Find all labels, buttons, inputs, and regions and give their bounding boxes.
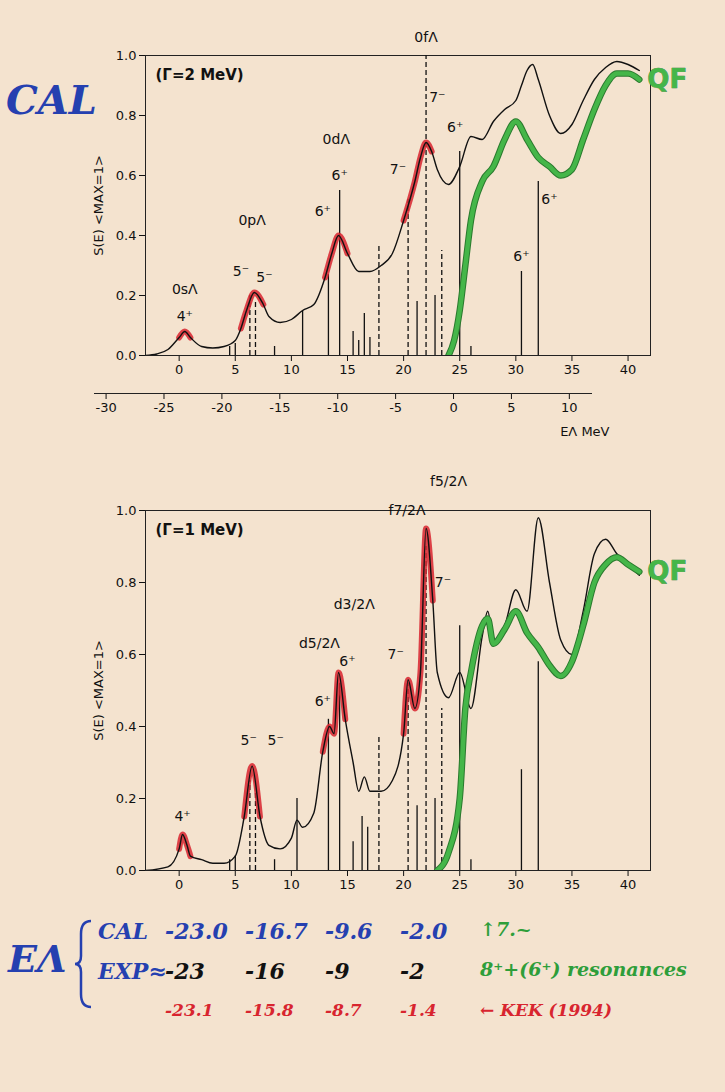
svg-text:0: 0 bbox=[175, 362, 183, 377]
svg-text:0.6: 0.6 bbox=[116, 647, 137, 662]
svg-text:20: 20 bbox=[395, 877, 412, 892]
svg-text:EΛ MeV: EΛ MeV bbox=[560, 424, 609, 439]
html-text:-1.4: -1.4 bbox=[400, 1000, 437, 1020]
html-text:-15.8: -15.8 bbox=[245, 1000, 294, 1020]
svg-text:10: 10 bbox=[283, 877, 300, 892]
html-text:-23.0: -23.0 bbox=[165, 918, 228, 944]
svg-text:6⁺: 6⁺ bbox=[315, 203, 331, 219]
svg-text:20: 20 bbox=[395, 362, 412, 377]
svg-text:6⁺: 6⁺ bbox=[339, 653, 355, 669]
svg-text:7⁻: 7⁻ bbox=[390, 161, 406, 177]
svg-text:QF: QF bbox=[647, 64, 687, 94]
svg-text:1.0: 1.0 bbox=[116, 48, 137, 63]
svg-text:5: 5 bbox=[507, 400, 515, 415]
svg-text:0fΛ: 0fΛ bbox=[414, 29, 438, 45]
html-text:↑7.~: ↑7.~ bbox=[480, 918, 532, 940]
svg-text:6⁺: 6⁺ bbox=[513, 248, 529, 264]
svg-text:(Γ=1 MeV): (Γ=1 MeV) bbox=[156, 521, 244, 539]
svg-text:30: 30 bbox=[508, 362, 525, 377]
svg-text:(Γ=2 MeV): (Γ=2 MeV) bbox=[156, 66, 244, 84]
svg-text:0.0: 0.0 bbox=[116, 863, 137, 878]
svg-text:10: 10 bbox=[283, 362, 300, 377]
svg-text:0.4: 0.4 bbox=[116, 719, 137, 734]
html-text:-23.1: -23.1 bbox=[165, 1000, 214, 1020]
html-text:CAL: CAL bbox=[6, 76, 97, 123]
svg-text:0.2: 0.2 bbox=[116, 288, 137, 303]
svg-text:S(E) <MAX=1>: S(E) <MAX=1> bbox=[91, 155, 106, 256]
svg-text:QF: QF bbox=[647, 556, 687, 586]
svg-text:40: 40 bbox=[620, 877, 637, 892]
svg-text:-5: -5 bbox=[389, 400, 402, 415]
svg-text:25: 25 bbox=[451, 877, 468, 892]
svg-text:-30: -30 bbox=[95, 400, 116, 415]
svg-text:d5/2Λ: d5/2Λ bbox=[299, 635, 340, 651]
svg-text:0: 0 bbox=[175, 877, 183, 892]
svg-text:15: 15 bbox=[339, 877, 356, 892]
svg-text:0.0: 0.0 bbox=[116, 348, 137, 363]
html-text:-9: -9 bbox=[325, 958, 350, 984]
svg-text:5⁻: 5⁻ bbox=[256, 269, 272, 285]
html-text:-16.7: -16.7 bbox=[245, 918, 308, 944]
svg-text:0pΛ: 0pΛ bbox=[238, 212, 266, 228]
svg-text:6⁺: 6⁺ bbox=[331, 167, 347, 183]
svg-text:0sΛ: 0sΛ bbox=[172, 281, 198, 297]
svg-text:6⁺: 6⁺ bbox=[447, 119, 463, 135]
svg-text:5: 5 bbox=[231, 362, 239, 377]
svg-text:0.6: 0.6 bbox=[116, 168, 137, 183]
html-text:-9.6: -9.6 bbox=[325, 918, 373, 944]
svg-text:4⁺: 4⁺ bbox=[174, 808, 190, 824]
html-text:-8.7: -8.7 bbox=[325, 1000, 362, 1020]
html-text:8⁺+(6⁺) resonances: 8⁺+(6⁺) resonances bbox=[480, 958, 687, 980]
svg-text:7⁻: 7⁻ bbox=[435, 574, 451, 590]
svg-text:30: 30 bbox=[508, 877, 525, 892]
svg-text:-25: -25 bbox=[153, 400, 174, 415]
svg-text:35: 35 bbox=[564, 877, 581, 892]
svg-text:7⁻: 7⁻ bbox=[429, 89, 445, 105]
svg-text:15: 15 bbox=[339, 362, 356, 377]
svg-text:5: 5 bbox=[231, 877, 239, 892]
svg-text:6⁺: 6⁺ bbox=[315, 693, 331, 709]
svg-text:0.8: 0.8 bbox=[116, 575, 137, 590]
svg-text:0dΛ: 0dΛ bbox=[323, 131, 351, 147]
html-text:-2.0: -2.0 bbox=[400, 918, 448, 944]
svg-text:-10: -10 bbox=[327, 400, 348, 415]
html-text:EΛ: EΛ bbox=[8, 936, 67, 981]
svg-text:7⁻: 7⁻ bbox=[388, 646, 404, 662]
svg-text:d3/2Λ: d3/2Λ bbox=[334, 596, 375, 612]
svg-text:-20: -20 bbox=[211, 400, 232, 415]
html-text:EXP≈ -23: EXP≈ -23 bbox=[98, 958, 205, 984]
html-text:← KEK (1994): ← KEK (1994) bbox=[480, 1000, 612, 1020]
svg-text:1.0: 1.0 bbox=[116, 503, 137, 518]
svg-text:25: 25 bbox=[451, 362, 468, 377]
svg-text:40: 40 bbox=[620, 362, 637, 377]
svg-text:f7/2Λ: f7/2Λ bbox=[388, 502, 425, 518]
svg-text:-15: -15 bbox=[269, 400, 290, 415]
svg-text:5⁻: 5⁻ bbox=[268, 732, 284, 748]
svg-text:0: 0 bbox=[449, 400, 457, 415]
svg-text:4⁺: 4⁺ bbox=[177, 308, 193, 324]
svg-text:35: 35 bbox=[564, 362, 581, 377]
svg-text:S(E) <MAX=1>: S(E) <MAX=1> bbox=[91, 640, 106, 741]
html-text:-16: -16 bbox=[245, 958, 285, 984]
svg-text:5⁻: 5⁻ bbox=[241, 732, 257, 748]
svg-text:f5/2Λ: f5/2Λ bbox=[430, 473, 467, 489]
svg-text:0.4: 0.4 bbox=[116, 228, 137, 243]
html-text:-2: -2 bbox=[400, 958, 425, 984]
svg-text:5⁻: 5⁻ bbox=[233, 263, 249, 279]
svg-text:0.8: 0.8 bbox=[116, 108, 137, 123]
svg-text:0.2: 0.2 bbox=[116, 791, 137, 806]
svg-text:6⁺: 6⁺ bbox=[541, 191, 557, 207]
svg-text:10: 10 bbox=[561, 400, 578, 415]
html-text:CAL: CAL bbox=[98, 918, 149, 944]
